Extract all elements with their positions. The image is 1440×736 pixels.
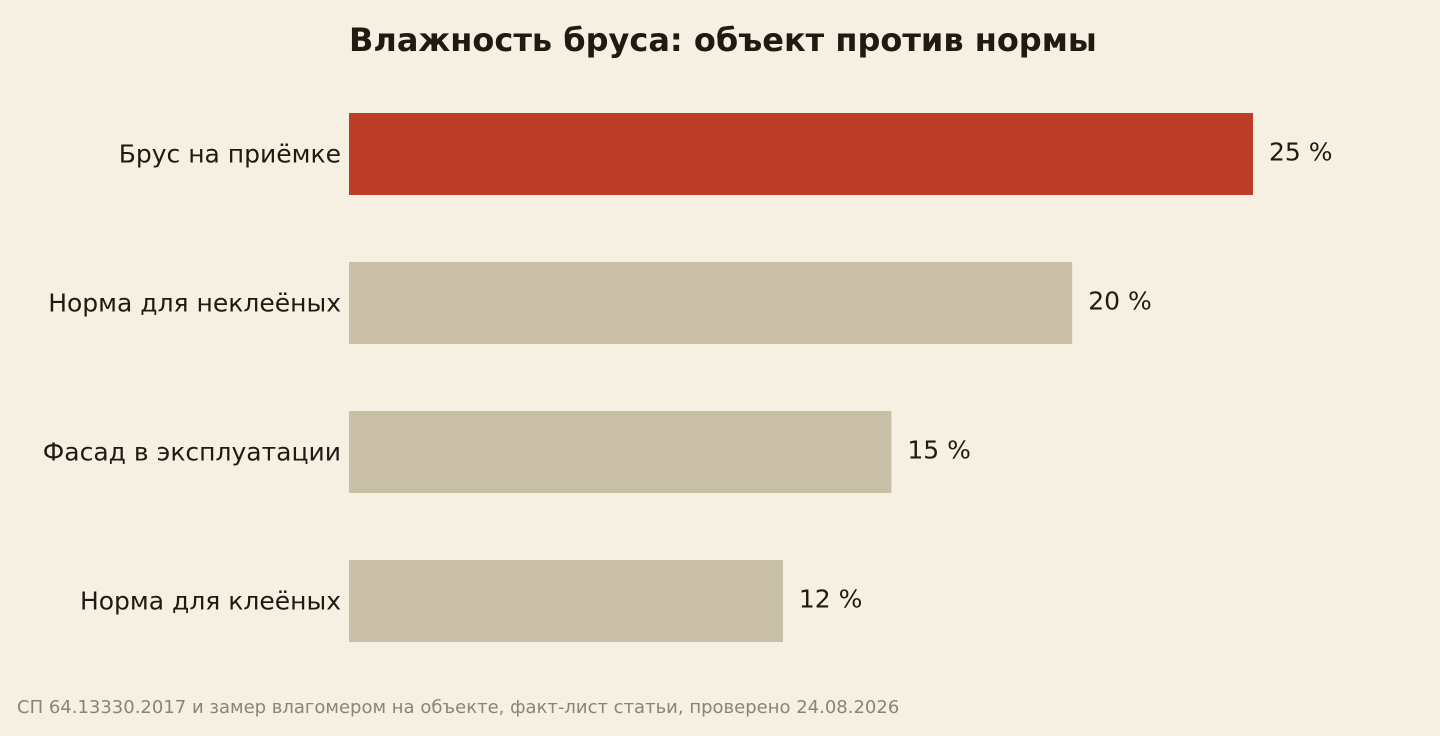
- bar-4: [349, 560, 783, 642]
- value-label-2: 20 %: [1088, 287, 1152, 316]
- category-label-3: Фасад в эксплуатации: [43, 438, 341, 467]
- value-label-4: 12 %: [799, 585, 863, 614]
- value-label-3: 15 %: [907, 436, 971, 465]
- source-note: СП 64.13330.2017 и замер влагомером на о…: [17, 697, 900, 718]
- bar-1: [349, 113, 1253, 195]
- bar-2: [349, 262, 1073, 344]
- category-label-2: Норма для неклеёных: [48, 289, 341, 318]
- category-label-4: Норма для клеёных: [80, 587, 341, 616]
- category-label-1: Брус на приёмке: [119, 140, 341, 169]
- value-label-1: 25 %: [1269, 138, 1333, 167]
- chart-title: Влажность бруса: объект против нормы: [349, 21, 1097, 59]
- bar-3: [349, 411, 892, 493]
- bars-layer: Брус на приёмке 25 % Норма для неклеёных 20…: [43, 113, 1333, 642]
